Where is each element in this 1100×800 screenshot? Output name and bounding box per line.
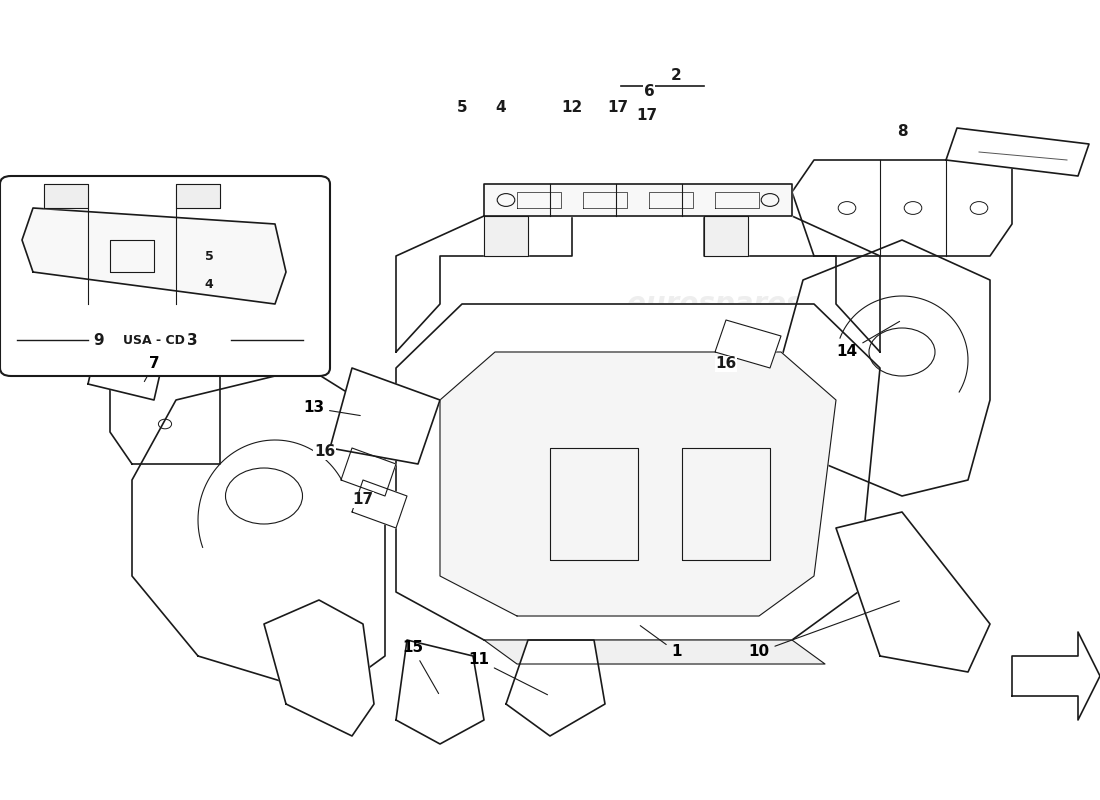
Polygon shape [792, 160, 1012, 256]
Text: 8: 8 [896, 125, 907, 139]
Text: 5: 5 [456, 101, 468, 115]
Text: 3: 3 [187, 333, 198, 347]
Text: 17: 17 [607, 101, 629, 115]
Polygon shape [22, 208, 286, 304]
Text: 14: 14 [836, 322, 900, 359]
Text: 12: 12 [561, 101, 583, 115]
Text: eurospares: eurospares [154, 530, 330, 558]
Polygon shape [264, 600, 374, 736]
Polygon shape [704, 216, 748, 256]
Polygon shape [396, 216, 572, 352]
Text: 7: 7 [144, 357, 159, 382]
Text: 17: 17 [352, 493, 374, 507]
Polygon shape [704, 216, 880, 352]
Text: eurospares: eurospares [627, 290, 803, 318]
Polygon shape [484, 640, 825, 664]
Polygon shape [836, 512, 990, 672]
Polygon shape [110, 304, 220, 464]
Text: 4: 4 [205, 278, 213, 290]
Text: 13: 13 [302, 401, 361, 415]
Polygon shape [44, 184, 88, 208]
Text: 1: 1 [640, 626, 682, 659]
Text: eurospares: eurospares [627, 530, 803, 558]
Text: 9: 9 [94, 333, 104, 347]
Polygon shape [341, 448, 396, 496]
Text: 5: 5 [205, 250, 213, 262]
FancyBboxPatch shape [0, 176, 330, 376]
Polygon shape [396, 304, 880, 640]
Polygon shape [88, 336, 165, 400]
Text: 15: 15 [402, 641, 439, 694]
Polygon shape [330, 368, 440, 464]
Polygon shape [176, 184, 220, 208]
Polygon shape [132, 368, 385, 696]
Polygon shape [1012, 632, 1100, 720]
Text: 4: 4 [495, 101, 506, 115]
Text: 2: 2 [671, 69, 682, 83]
Text: 6: 6 [644, 85, 654, 99]
Text: USA - CDN: USA - CDN [123, 334, 196, 346]
Text: 16: 16 [314, 445, 336, 459]
Polygon shape [715, 320, 781, 368]
Polygon shape [440, 352, 836, 616]
Polygon shape [484, 184, 792, 216]
Text: 17: 17 [636, 109, 658, 123]
Polygon shape [352, 480, 407, 528]
Polygon shape [396, 640, 484, 744]
Polygon shape [484, 216, 528, 256]
Polygon shape [946, 128, 1089, 176]
Polygon shape [781, 240, 990, 496]
Text: 10: 10 [748, 601, 900, 659]
Text: 11: 11 [468, 653, 548, 694]
Text: 16: 16 [715, 357, 737, 371]
Polygon shape [506, 640, 605, 736]
Text: eurospares: eurospares [154, 290, 330, 318]
